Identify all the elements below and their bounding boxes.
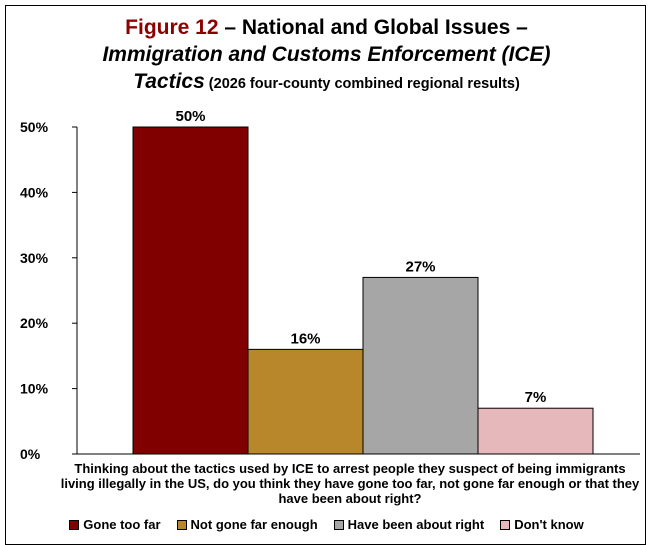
title-topic: – National and Global Issues – xyxy=(218,16,528,39)
legend-label: Not gone far enough xyxy=(190,517,318,532)
legend-label: Don't know xyxy=(514,517,584,532)
legend-label: Have been about right xyxy=(347,517,485,532)
y-tick-label: 50% xyxy=(20,119,49,135)
data-label: 7% xyxy=(525,389,547,406)
y-tick-label: 0% xyxy=(20,446,41,462)
y-tick-label: 20% xyxy=(20,315,49,331)
y-tick-label: 30% xyxy=(20,250,49,266)
chart-title-line-1: Figure 12 – National and Global Issues – xyxy=(5,16,648,40)
legend-item: Not gone far enough xyxy=(176,517,318,533)
legend-swatch xyxy=(69,520,80,530)
chart-title-line-3: Tactics (2026 four-county combined regio… xyxy=(5,69,648,97)
y-tick-label: 10% xyxy=(20,381,49,397)
bar-3 xyxy=(362,276,479,455)
chart-title-line-2: Immigration and Customs Enforcement (ICE… xyxy=(102,43,551,66)
legend-swatch xyxy=(500,520,511,530)
legend-swatch xyxy=(333,520,344,530)
data-label: 16% xyxy=(290,330,320,347)
bar-1 xyxy=(132,126,249,455)
legend-item: Have been about right xyxy=(333,517,485,533)
legend-item: Don't know xyxy=(500,517,584,533)
bar-2 xyxy=(247,348,364,455)
legend-swatch xyxy=(176,520,187,530)
chart-subtitle: (2026 four-county combined regional resu… xyxy=(204,76,520,92)
title-tactics: Tactics xyxy=(133,70,205,93)
legend-item: Gone too far xyxy=(69,517,161,533)
x-axis-label: Thinking about the tactics used by ICE t… xyxy=(60,461,640,506)
bar-4 xyxy=(477,407,594,455)
data-label: 50% xyxy=(175,108,205,125)
y-tick-label: 40% xyxy=(20,184,49,200)
legend: Gone too far Not gone far enough Have been… xyxy=(0,517,653,533)
figure-number: Figure 12 xyxy=(125,16,219,39)
legend-label: Gone too far xyxy=(83,517,161,532)
data-label: 27% xyxy=(405,258,435,275)
